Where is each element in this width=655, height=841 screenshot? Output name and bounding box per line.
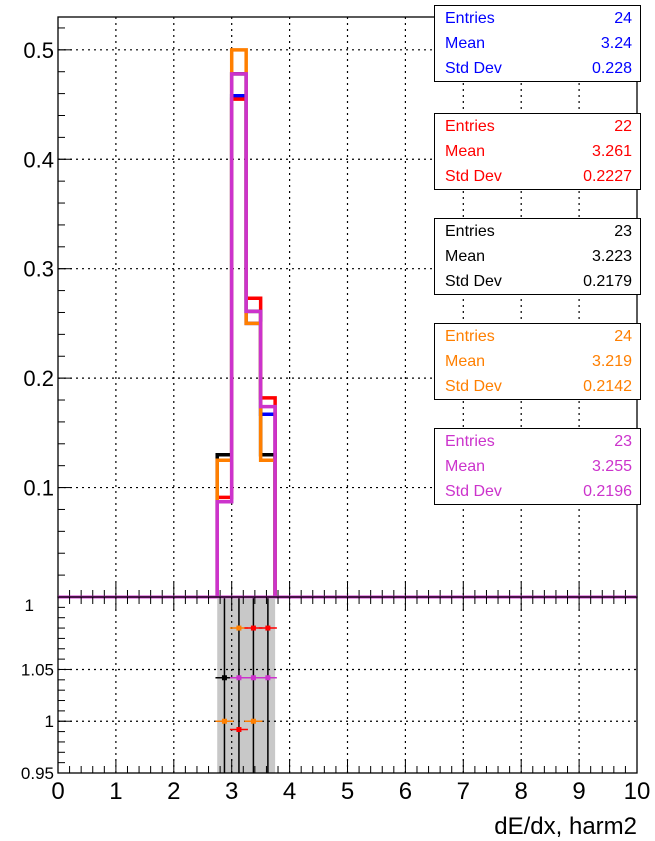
stats-entries-row: Entries 22 [435,114,640,139]
x-tick-label: 5 [341,778,354,805]
stats-box: Entries 24 Mean 3.24 Std Dev 0.228 [434,5,641,82]
stats-value: 24 [614,328,632,345]
stats-label: Std Dev [445,60,502,77]
y-tick-label: 0.3 [23,257,54,282]
ratio-point [236,727,242,733]
stats-value: 3.219 [591,353,632,370]
stats-label: Mean [445,35,486,52]
stats-stddev-row: Std Dev 0.2179 [435,269,640,294]
stats-value: 23 [614,433,632,450]
stats-value: 3.24 [600,35,632,52]
y-tick-label: 1.05 [21,660,54,679]
x-axis-title: dE/dx, harm2 [494,813,637,840]
x-tick-label: 8 [515,778,528,805]
stats-mean-row: Mean 3.255 [435,454,640,479]
stats-stddev-row: Std Dev 0.2196 [435,479,640,504]
y-tick-label: 0.4 [23,147,54,172]
stats-stddev-row: Std Dev 0.2227 [435,164,640,189]
x-tick-label: 7 [457,778,470,805]
ratio-point [221,718,227,724]
ratio-point [236,625,242,631]
stats-label: Std Dev [445,168,502,185]
stats-mean-row: Mean 3.223 [435,244,640,269]
y-tick-label: 0.95 [21,764,54,783]
x-tick-label: 6 [399,778,412,805]
stats-label: Mean [445,353,486,370]
y-tick-label: 0.1 [23,476,54,501]
stats-entries-row: Entries 23 [435,429,640,454]
x-tick-label: 1 [109,778,122,805]
stats-value: 24 [614,10,632,27]
stats-entries-row: Entries 24 [435,324,640,349]
stats-label: Entries [445,328,495,345]
stats-value: 0.2227 [583,168,632,185]
stats-mean-row: Mean 3.24 [435,31,640,56]
histogram-series [215,72,277,597]
x-tick-label: 10 [624,778,651,805]
stats-value: 22 [614,118,632,135]
stats-value: 23 [614,223,632,240]
stats-box: Entries 23 Mean 3.223 Std Dev 0.2179 [434,218,641,295]
stats-value: 0.2142 [583,378,632,395]
stats-label: Mean [445,248,486,265]
stats-stddev-row: Std Dev 0.228 [435,56,640,81]
bottom-ratio-points [58,595,637,773]
stats-label: Entries [445,223,495,240]
ratio-point [221,675,227,681]
bottom-panel-border [57,596,638,774]
stats-value: 0.2179 [583,273,632,290]
stats-label: Mean [445,143,486,160]
y-tick-label: 1 [45,712,54,731]
bottom-ratio-band [217,597,276,773]
stats-value: 0.228 [591,60,632,77]
x-tick-label: 2 [167,778,180,805]
ratio-point [250,718,256,724]
ratio-point [265,625,271,631]
x-tick-label: 9 [572,778,585,805]
ratio-point [236,675,242,681]
y-tick-label: 0.5 [23,38,54,63]
stats-label: Mean [445,458,486,475]
bottom-panel-frame [57,596,638,774]
stats-box: Entries 22 Mean 3.261 Std Dev 0.2227 [434,113,641,190]
stats-box: Entries 24 Mean 3.219 Std Dev 0.2142 [434,323,641,400]
stats-value: 0.2196 [583,483,632,500]
stats-value: 3.223 [591,248,632,265]
stats-mean-row: Mean 3.219 [435,349,640,374]
stats-entries-row: Entries 24 [435,6,640,31]
x-tick-label: 4 [283,778,296,805]
bottom-panel-grid [58,597,637,773]
stats-label: Entries [445,118,495,135]
stats-box: Entries 23 Mean 3.255 Std Dev 0.2196 [434,428,641,505]
ratio-uncertainty-band [217,597,276,773]
x-tick-label: 0 [51,778,64,805]
top-panel-grid [58,17,637,597]
stats-value: 3.255 [591,458,632,475]
stats-label: Entries [445,10,495,27]
stats-label: Std Dev [445,483,502,500]
stats-label: Std Dev [445,273,502,290]
ratio-point [250,675,256,681]
stats-entries-row: Entries 23 [435,219,640,244]
ratio-point [250,625,256,631]
stats-label: Std Dev [445,378,502,395]
stats-stddev-row: Std Dev 0.2142 [435,374,640,399]
y-tick-label: 1 [25,596,34,615]
stats-mean-row: Mean 3.261 [435,139,640,164]
stats-value: 3.261 [591,143,632,160]
y-tick-label: 0.2 [23,366,54,391]
x-tick-label: 3 [225,778,238,805]
ratio-point [265,675,271,681]
stats-label: Entries [445,433,495,450]
